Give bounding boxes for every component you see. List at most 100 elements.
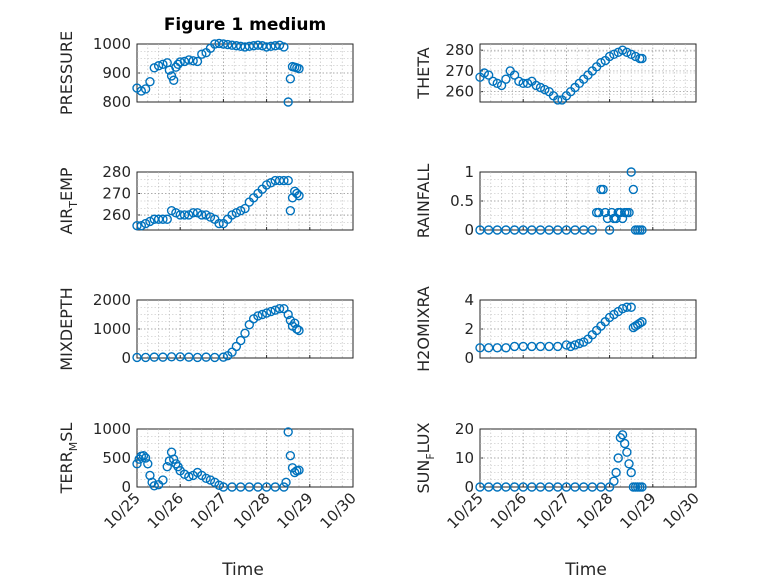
data-point bbox=[292, 188, 302, 199]
y-axis-label: SUNFLUX bbox=[414, 422, 437, 493]
data-point bbox=[522, 78, 533, 89]
data-point bbox=[637, 53, 647, 64]
data-point bbox=[479, 68, 490, 78]
data-point bbox=[136, 86, 147, 96]
y-tick-label: 4 bbox=[464, 291, 474, 309]
data-point bbox=[188, 56, 198, 66]
data-point bbox=[227, 210, 237, 220]
data-point bbox=[617, 45, 628, 55]
data-point bbox=[244, 41, 255, 52]
subplot-theta: 280 270 260 THETA bbox=[414, 41, 697, 105]
data-point bbox=[594, 207, 604, 218]
x-tick-label: 10/28 bbox=[573, 489, 616, 532]
y-axis-label: PRESSURE bbox=[57, 31, 76, 115]
data-point bbox=[158, 214, 168, 224]
data-point bbox=[184, 55, 194, 65]
data-point bbox=[279, 175, 289, 186]
data-point bbox=[257, 309, 267, 320]
y-tick-label: 280 bbox=[445, 41, 474, 59]
x-tick-label: 10/27 bbox=[187, 489, 230, 532]
data-point bbox=[231, 41, 242, 51]
data-point bbox=[492, 78, 502, 89]
data-point bbox=[637, 317, 647, 327]
data-point bbox=[285, 450, 296, 461]
data-point bbox=[626, 302, 636, 312]
data-point bbox=[231, 208, 242, 218]
data-point bbox=[587, 225, 598, 235]
y-tick-label: 260 bbox=[445, 83, 474, 101]
data-point bbox=[622, 47, 632, 57]
y-tick-label: 270 bbox=[445, 62, 474, 80]
data-point bbox=[553, 95, 563, 105]
data-point bbox=[637, 482, 647, 492]
data-point bbox=[637, 225, 647, 235]
x-tick-label: 10/29 bbox=[616, 489, 659, 532]
y-tick-label: 800 bbox=[102, 93, 131, 111]
y-axis-label: MIXDEPTH bbox=[57, 287, 76, 370]
data-point bbox=[496, 80, 507, 91]
data-point bbox=[132, 459, 142, 469]
data-point bbox=[171, 208, 181, 218]
data-point bbox=[266, 178, 276, 188]
data-point bbox=[279, 482, 289, 492]
data-point bbox=[283, 97, 293, 107]
data-point bbox=[570, 340, 580, 350]
data-point bbox=[604, 225, 615, 235]
data-point bbox=[540, 84, 550, 95]
x-axis-label: Time bbox=[221, 560, 264, 580]
data-point bbox=[289, 318, 300, 328]
subplot-air-temp: 280 270 260 AIRTEMP bbox=[57, 163, 354, 235]
data-point bbox=[509, 70, 520, 80]
data-point bbox=[285, 205, 296, 216]
x-tick-label: 10/26 bbox=[144, 489, 187, 532]
data-point bbox=[158, 475, 168, 485]
data-point bbox=[604, 51, 615, 62]
data-point bbox=[218, 39, 229, 49]
x-axis-label: Time bbox=[564, 560, 607, 580]
data-point bbox=[624, 207, 634, 218]
data-point bbox=[240, 203, 250, 214]
data-point bbox=[270, 305, 280, 315]
data-point bbox=[201, 473, 211, 483]
data-point bbox=[635, 318, 645, 328]
data-point bbox=[240, 328, 250, 339]
data-point bbox=[261, 308, 272, 318]
y-axis-label: AIRTEMP bbox=[57, 167, 80, 234]
data-point bbox=[266, 306, 276, 317]
data-point bbox=[598, 184, 608, 195]
data-point bbox=[166, 71, 177, 81]
y-tick-label: 1000 bbox=[93, 320, 131, 338]
data-point bbox=[294, 465, 304, 475]
data-point bbox=[153, 61, 164, 71]
y-tick-label: 2000 bbox=[93, 291, 131, 309]
data-point bbox=[294, 190, 304, 201]
data-point bbox=[253, 40, 263, 50]
data-point bbox=[253, 311, 263, 321]
y-tick-label: 260 bbox=[102, 206, 131, 224]
y-tick-label: 270 bbox=[102, 184, 131, 202]
x-tick-label: 10/28 bbox=[230, 489, 273, 532]
data-point bbox=[214, 480, 224, 490]
data-point bbox=[192, 56, 203, 67]
data-point bbox=[175, 57, 185, 67]
y-tick-label: 1000 bbox=[93, 420, 131, 438]
data-point bbox=[483, 70, 494, 80]
data-point bbox=[279, 42, 289, 52]
data-point bbox=[535, 82, 546, 93]
data-point bbox=[611, 467, 621, 478]
data-point bbox=[169, 454, 179, 464]
y-tick-label: 0 bbox=[464, 478, 474, 496]
data-point bbox=[270, 41, 280, 51]
data-point bbox=[281, 477, 291, 488]
data-point bbox=[223, 39, 233, 50]
data-point bbox=[149, 481, 159, 491]
data-point bbox=[261, 180, 272, 190]
y-tick-label: 10 bbox=[455, 449, 474, 467]
data-point bbox=[274, 40, 285, 50]
x-tick-label: 10/30 bbox=[660, 489, 703, 532]
data-point bbox=[184, 471, 194, 482]
x-tick-label: 10/29 bbox=[273, 489, 316, 532]
y-tick-label: 2 bbox=[464, 320, 474, 338]
